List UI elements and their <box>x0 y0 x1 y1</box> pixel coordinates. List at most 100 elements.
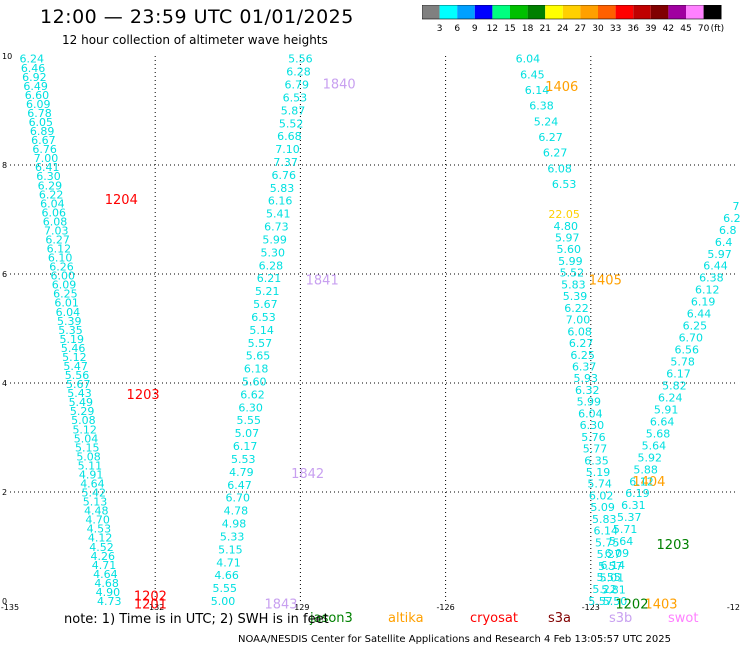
track-time-label: 1201 <box>134 598 167 612</box>
wave-height-value: 5.60 <box>242 376 267 389</box>
wave-height-value: 5.24 <box>534 115 559 128</box>
wave-height-value: 5.71 <box>613 523 638 536</box>
wave-height-value: 5.49 <box>69 396 94 409</box>
wave-height-value: 5.53 <box>231 453 256 466</box>
colorbar-border <box>422 5 722 20</box>
wave-height-value: 5.43 <box>67 387 92 400</box>
colorbar-swatch <box>686 5 704 19</box>
wave-height-value: 5.47 <box>63 360 88 373</box>
x-tick-label: -123 <box>582 603 600 612</box>
colorbar-swatch <box>457 5 475 19</box>
colorbar-swatch <box>615 5 634 19</box>
wave-height-value: 6.27 <box>569 337 594 350</box>
wave-height-value: 6.21 <box>257 272 282 285</box>
wave-height-value: 6.27 <box>543 147 568 160</box>
wave-height-value: 4.66 <box>214 569 239 582</box>
wave-height-value: 6.38 <box>699 272 724 285</box>
wave-height-value: 7.00 <box>566 314 591 327</box>
wave-height-value: 6.14 <box>594 525 619 538</box>
track-time-label: 1842 <box>291 467 324 482</box>
wave-height-value: 6.10 <box>48 252 73 265</box>
wave-height-value: 6.37 <box>572 360 597 373</box>
wave-height-value: 5.37 <box>617 511 642 524</box>
wave-height-value: 6.19 <box>691 296 716 309</box>
wave-height-value: 4.52 <box>89 541 114 554</box>
wave-height-value: 5.00 <box>211 595 236 608</box>
x-tick-label: -129 <box>291 603 309 612</box>
wave-height-value: 4.80 <box>553 220 578 233</box>
track-time-label: 1202 <box>134 590 167 605</box>
chart-subtitle: 12 hour collection of altimeter wave hei… <box>62 33 328 47</box>
wave-height-value: 5.29 <box>70 405 95 418</box>
colorbar-label: 42 <box>663 24 674 34</box>
wave-height-value: 6.32 <box>575 384 600 397</box>
colorbar-swatch <box>703 5 722 19</box>
wave-height-value: 6.38 <box>529 100 554 113</box>
wave-height-value: 6.30 <box>36 170 61 183</box>
colorbar-label: 36 <box>627 24 639 34</box>
wave-height-value: 6.22 <box>39 188 64 201</box>
wave-height-value: 5.83 <box>592 513 617 526</box>
wave-height-value: 5.13 <box>83 496 108 509</box>
wave-height-value: 7.10 <box>275 143 300 156</box>
colorbar-swatch <box>650 5 669 19</box>
colorbar-swatch <box>545 5 563 19</box>
wave-height-value: 4.98 <box>222 518 247 531</box>
mission-label-s3b: s3b <box>609 611 633 626</box>
colorbar-label: 9 <box>472 24 478 34</box>
wave-height-value: 6.30 <box>580 419 605 432</box>
wave-height-value: 6.73 <box>264 221 289 234</box>
wave-height-value: 5.67 <box>66 378 91 391</box>
wave-height-value: 6.01 <box>54 297 79 310</box>
x-tick-label: -120 <box>727 603 740 612</box>
wave-height-value: 5.60 <box>557 243 582 256</box>
wave-height-value: 5.97 <box>707 248 732 261</box>
wave-height-value: 6.92 <box>22 71 47 84</box>
track-time-label: 1840 <box>323 77 356 92</box>
wave-height-value: 4.91 <box>79 468 104 481</box>
wave-height-value: 6.22 <box>564 302 589 315</box>
y-tick-label: 10 <box>2 52 12 61</box>
wave-height-value: 6.45 <box>520 68 545 81</box>
wave-height-value: 6.12 <box>47 243 72 256</box>
wave-height-value: 6.18 <box>244 363 269 376</box>
wave-height-value: 4.68 <box>94 577 119 590</box>
wave-height-value: 5.65 <box>246 350 271 363</box>
wave-height-value: 6.29 <box>38 179 63 192</box>
wave-height-value: 6.19 <box>625 487 650 500</box>
y-tick-label: 8 <box>2 161 7 170</box>
track-time-label: 1203 <box>127 388 160 403</box>
track-time-label: 1406 <box>545 80 578 95</box>
wave-height-value: 5.57 <box>588 595 613 608</box>
mission-label-s3a: s3a <box>548 611 572 626</box>
x-tick-label: -135 <box>1 603 19 612</box>
wave-height-value: 6.60 <box>25 89 50 102</box>
track-time-label: 1204 <box>105 193 138 208</box>
wave-height-value: 5.76 <box>581 431 606 444</box>
mission-label-jason3: jason3 <box>310 611 353 626</box>
wave-height-value: 6.70 <box>225 492 250 505</box>
wave-height-value: 5.91 <box>654 403 679 416</box>
wave-height-value: 6.28 <box>259 259 284 272</box>
wave-height-value: 5.15 <box>218 543 243 556</box>
track-time-label: 1404 <box>632 475 665 490</box>
colorbar-swatch <box>562 5 581 19</box>
track-time-label: 1843 <box>264 598 297 612</box>
wave-height-value: 6.44 <box>703 260 728 273</box>
wave-height-value: 5.55 <box>213 582 238 595</box>
wave-height-value: 6.09 <box>52 279 77 292</box>
wave-height-value: 6.06 <box>41 206 66 219</box>
wave-height-value: 6.16 <box>268 195 293 208</box>
mission-label-cryosat: cryosat <box>470 611 518 626</box>
wave-height-value: 6.44 <box>687 308 712 321</box>
track-time-label: 1841 <box>306 273 339 288</box>
colorbar-label: 45 <box>680 24 691 34</box>
wave-height-value: 5.09 <box>590 501 615 514</box>
track-time-label: 1203 <box>657 538 690 553</box>
wave-height-value: 5.01 <box>600 572 625 585</box>
x-tick-label: -132 <box>146 603 164 612</box>
wave-height-value: 5.39 <box>563 290 588 303</box>
wave-height-value: 6.25 <box>683 320 708 333</box>
x-tick-label: -126 <box>437 603 455 612</box>
wave-height-value: 5.64 <box>609 535 634 548</box>
